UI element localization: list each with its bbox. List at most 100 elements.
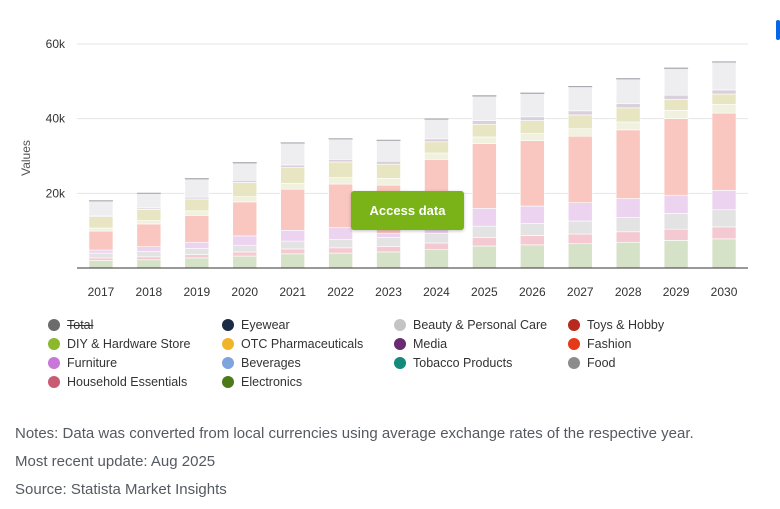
bar-segment-furniture[interactable] <box>184 241 210 249</box>
bar-segment-media[interactable] <box>711 89 737 95</box>
bar-segment-diy-hardware-store[interactable] <box>711 104 737 114</box>
scroll-indicator[interactable] <box>776 20 780 40</box>
bar-stack-2027[interactable] <box>567 85 593 269</box>
bar-segment-household-essentials[interactable] <box>328 247 353 254</box>
bar-segment-electronics[interactable] <box>711 238 737 269</box>
bar-segment-electronics[interactable] <box>615 241 641 269</box>
bar-segment-media[interactable] <box>232 179 258 183</box>
bar-segment-otc-pharmaceuticals[interactable] <box>567 114 593 130</box>
bar-segment-diy-hardware-store[interactable] <box>567 128 593 137</box>
bar-segment-media[interactable] <box>520 116 545 121</box>
bar-segment-fashion[interactable] <box>184 215 210 243</box>
bar-stack-2029[interactable] <box>663 67 689 269</box>
bar-segment-otc-pharmaceuticals[interactable] <box>472 123 497 138</box>
bar-segment-food[interactable] <box>232 162 258 181</box>
bar-segment-fashion[interactable] <box>663 118 689 196</box>
bar-segment-otc-pharmaceuticals[interactable] <box>520 120 545 134</box>
bar-segment-food[interactable] <box>376 140 401 162</box>
bar-segment-beauty-personal-care[interactable] <box>472 225 497 238</box>
bar-segment-electronics[interactable] <box>232 255 258 269</box>
bar-segment-otc-pharmaceuticals[interactable] <box>280 167 305 184</box>
legend-item-media[interactable]: Media <box>394 337 447 351</box>
bar-segment-otc-pharmaceuticals[interactable] <box>376 163 401 179</box>
bar-segment-furniture[interactable] <box>136 246 162 252</box>
bar-segment-fashion[interactable] <box>88 230 114 251</box>
bar-segment-diy-hardware-store[interactable] <box>88 227 114 232</box>
bar-segment-household-essentials[interactable] <box>520 235 545 246</box>
bar-segment-fashion[interactable] <box>520 140 545 207</box>
legend-item-tobacco-products[interactable]: Tobacco Products <box>394 356 512 370</box>
legend-item-beauty-personal-care[interactable]: Beauty & Personal Care <box>394 318 547 332</box>
bar-segment-furniture[interactable] <box>280 229 305 242</box>
bar-segment-beauty-personal-care[interactable] <box>424 232 449 244</box>
bar-segment-beauty-personal-care[interactable] <box>520 223 545 236</box>
bar-segment-food[interactable] <box>472 95 497 121</box>
bar-segment-fashion[interactable] <box>472 143 497 209</box>
bar-segment-media[interactable] <box>472 120 497 125</box>
bar-segment-food[interactable] <box>328 138 353 160</box>
bar-segment-diy-hardware-store[interactable] <box>520 133 545 141</box>
bar-segment-diy-hardware-store[interactable] <box>328 177 353 185</box>
bar-stack-2018[interactable] <box>136 192 162 269</box>
legend-item-total[interactable]: Total <box>48 318 93 332</box>
bar-segment-electronics[interactable] <box>136 259 162 269</box>
bar-segment-beauty-personal-care[interactable] <box>88 252 114 259</box>
bar-segment-furniture[interactable] <box>328 227 353 240</box>
bar-segment-media[interactable] <box>567 110 593 116</box>
bar-segment-media[interactable] <box>424 138 449 143</box>
bar-segment-fashion[interactable] <box>615 129 641 199</box>
bar-segment-food[interactable] <box>567 86 593 112</box>
bar-segment-otc-pharmaceuticals[interactable] <box>232 182 258 197</box>
bar-segment-household-essentials[interactable] <box>711 226 737 240</box>
bar-stack-2028[interactable] <box>615 78 641 269</box>
bar-segment-fashion[interactable] <box>232 201 258 237</box>
bar-segment-electronics[interactable] <box>328 252 353 269</box>
bar-segment-electronics[interactable] <box>663 240 689 269</box>
bar-segment-food[interactable] <box>520 92 545 118</box>
bar-stack-2017[interactable] <box>88 200 114 269</box>
bar-segment-food[interactable] <box>88 200 114 216</box>
bar-segment-food[interactable] <box>615 78 641 105</box>
bar-segment-food[interactable] <box>184 178 210 198</box>
bar-stack-2030[interactable] <box>711 61 737 269</box>
bar-segment-household-essentials[interactable] <box>184 254 210 259</box>
bar-segment-electronics[interactable] <box>567 243 593 269</box>
bar-segment-otc-pharmaceuticals[interactable] <box>663 98 689 111</box>
bar-segment-electronics[interactable] <box>472 245 497 269</box>
bar-segment-beauty-personal-care[interactable] <box>711 209 737 228</box>
bar-segment-beauty-personal-care[interactable] <box>328 238 353 249</box>
bar-segment-electronics[interactable] <box>184 257 210 269</box>
bar-segment-furniture[interactable] <box>567 202 593 222</box>
bar-segment-diy-hardware-store[interactable] <box>615 121 641 131</box>
bar-segment-diy-hardware-store[interactable] <box>280 182 305 190</box>
bar-segment-household-essentials[interactable] <box>376 246 401 253</box>
bar-segment-fashion[interactable] <box>280 188 305 231</box>
legend-item-furniture[interactable]: Furniture <box>48 356 117 370</box>
bar-stack-2022[interactable] <box>328 138 353 269</box>
legend-item-beverages[interactable]: Beverages <box>222 356 301 370</box>
bar-stack-2019[interactable] <box>184 178 210 269</box>
bar-segment-beauty-personal-care[interactable] <box>376 237 401 247</box>
bar-segment-household-essentials[interactable] <box>136 256 162 261</box>
legend-item-household-essentials[interactable]: Household Essentials <box>48 375 187 389</box>
bar-segment-food[interactable] <box>711 61 737 91</box>
bar-segment-electronics[interactable] <box>424 249 449 269</box>
bar-segment-beauty-personal-care[interactable] <box>663 213 689 230</box>
bar-segment-household-essentials[interactable] <box>280 248 305 255</box>
bar-segment-household-essentials[interactable] <box>663 228 689 241</box>
bar-segment-otc-pharmaceuticals[interactable] <box>328 161 353 178</box>
bar-segment-household-essentials[interactable] <box>232 251 258 257</box>
access-data-button[interactable]: Access data <box>351 191 464 230</box>
bar-stack-2021[interactable] <box>280 142 305 269</box>
bars[interactable] <box>88 61 737 269</box>
bar-segment-furniture[interactable] <box>711 190 737 211</box>
bar-stack-2025[interactable] <box>472 95 497 269</box>
bar-segment-food[interactable] <box>424 118 449 140</box>
bar-segment-media[interactable] <box>376 160 401 165</box>
bar-segment-otc-pharmaceuticals[interactable] <box>184 198 210 212</box>
bar-segment-diy-hardware-store[interactable] <box>136 220 162 225</box>
bar-segment-media[interactable] <box>615 103 641 109</box>
bar-segment-diy-hardware-store[interactable] <box>472 136 497 144</box>
bar-segment-furniture[interactable] <box>472 207 497 227</box>
bar-segment-diy-hardware-store[interactable] <box>424 152 449 160</box>
